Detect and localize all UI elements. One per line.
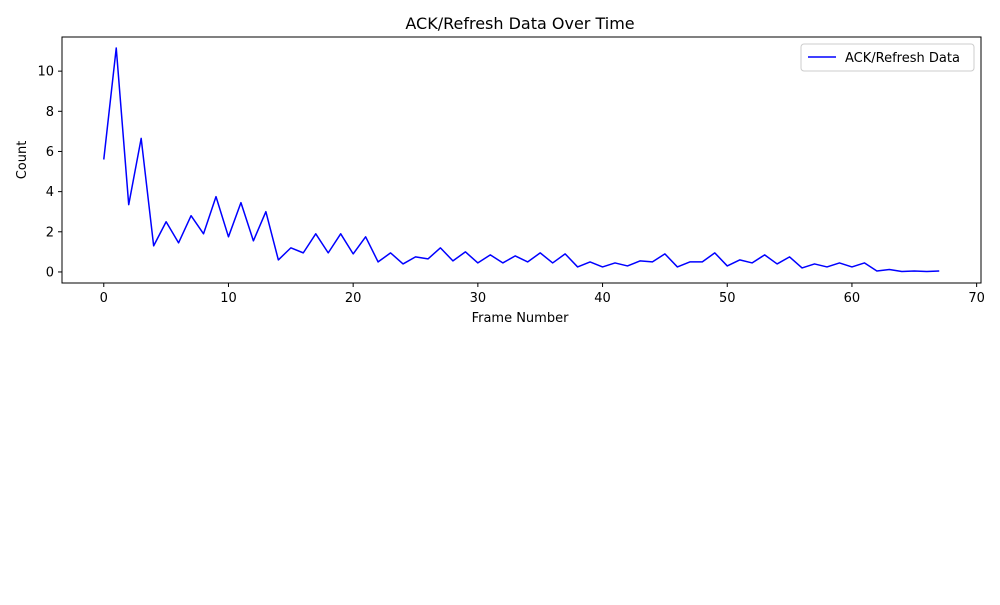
- x-axis-label: Frame Number: [472, 311, 570, 326]
- plot-frame: [61, 36, 982, 284]
- y-tick-label: 2: [46, 225, 54, 240]
- y-tick-label: 6: [46, 145, 54, 160]
- y-tick-label: 4: [46, 185, 54, 200]
- x-tick-label: 30: [470, 291, 487, 306]
- y-tick-label: 10: [37, 65, 54, 80]
- y-tick-label: 8: [46, 105, 54, 120]
- y-tick-label: 0: [46, 265, 54, 280]
- x-tick-label: 40: [594, 291, 611, 306]
- legend-label-ack-refresh: ACK/Refresh Data: [845, 51, 960, 66]
- x-tick-label: 10: [220, 291, 237, 306]
- x-tick-label: 0: [100, 291, 108, 306]
- chart-title: ACK/Refresh Data Over Time: [405, 14, 634, 33]
- y-axis-label: Count: [15, 141, 30, 180]
- x-tick-label: 20: [345, 291, 362, 306]
- legend: ACK/Refresh Data: [800, 43, 975, 72]
- plot-area: 0 10 20 30 40 50 60 70 0 2 4 6 8 10: [37, 36, 985, 306]
- x-tick-label: 60: [844, 291, 861, 306]
- x-tick-label: 70: [968, 291, 985, 306]
- series-line-0: [103, 47, 940, 273]
- x-tick-label: 50: [719, 291, 736, 306]
- legend-frame: [800, 43, 975, 72]
